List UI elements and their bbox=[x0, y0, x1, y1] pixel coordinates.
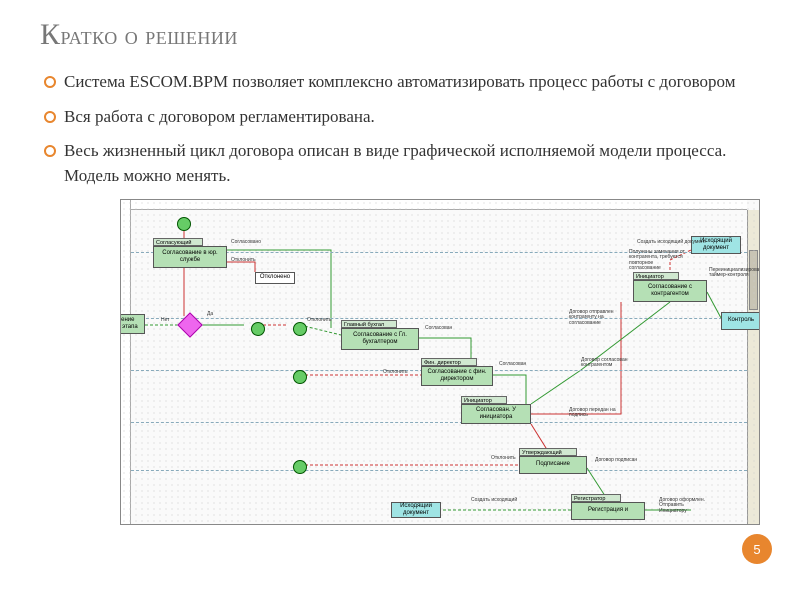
process-node: Регистрация и bbox=[571, 502, 645, 520]
edge-label: Отклонить bbox=[307, 318, 332, 324]
connector-node bbox=[293, 460, 307, 474]
role-header: Инициатор bbox=[633, 272, 679, 280]
swimlane-divider bbox=[131, 422, 747, 423]
process-node: Согласование в юр. службе bbox=[153, 246, 227, 268]
process-node: Контроль bbox=[721, 312, 760, 330]
swimlane-divider bbox=[131, 470, 747, 471]
process-node: Отклонено bbox=[255, 272, 295, 284]
edge-label: Договор оформлен. Отправить Инициатору bbox=[659, 498, 709, 515]
edge-label: Получены замечания от контрагента, требу… bbox=[629, 250, 685, 272]
process-node: Согласование с фин. директором bbox=[421, 366, 493, 386]
role-header: Главный бухгал bbox=[341, 320, 397, 328]
edge-label: Отклонить bbox=[231, 258, 256, 264]
bullet-item: Система ESCOM.BPM позволяет комплексно а… bbox=[40, 70, 760, 95]
process-node: исполнение сующий этапа bbox=[120, 314, 145, 334]
page-number: 5 bbox=[753, 542, 760, 557]
connector-node bbox=[251, 322, 265, 336]
role-header: Утверждающий bbox=[519, 448, 577, 456]
edge-label: Отклонить bbox=[383, 370, 408, 376]
role-header: Фин. директор bbox=[421, 358, 477, 366]
edge-label: Создать исходящий bbox=[471, 498, 517, 504]
edge-label: Переинициализировать таймер-контроля bbox=[709, 268, 759, 279]
edge-label: Создать исходящий документ bbox=[637, 240, 706, 246]
role-header: Инициатор bbox=[461, 396, 507, 404]
title-cap: К bbox=[40, 18, 61, 51]
slide: Кратко о решении Система ESCOM.BPM позво… bbox=[0, 0, 800, 600]
edge-label: Согласован bbox=[425, 326, 452, 332]
edge-label: Да bbox=[207, 312, 213, 318]
bullet-list: Система ESCOM.BPM позволяет комплексно а… bbox=[40, 70, 760, 189]
edge-label: Согласован bbox=[499, 362, 526, 368]
decision-node bbox=[177, 312, 202, 337]
swimlane-divider bbox=[131, 318, 747, 319]
role-header: Согласующий bbox=[153, 238, 203, 246]
process-node: Согласование с Гл. бухгалтером bbox=[341, 328, 419, 350]
connector-node bbox=[293, 322, 307, 336]
process-node: Подписание bbox=[519, 456, 587, 474]
edge-label: Договор передан на подпись bbox=[569, 408, 619, 419]
role-header: Регистратор bbox=[571, 494, 621, 502]
edge-label: Согласовано bbox=[231, 240, 261, 246]
connector-node bbox=[177, 217, 191, 231]
edge-label: Договор согласован контрагентом bbox=[581, 358, 637, 369]
edge-label: Договор подписан bbox=[595, 458, 637, 464]
process-node: Согласование с контрагентом bbox=[633, 280, 707, 302]
edge-label: Отклонить bbox=[491, 456, 516, 462]
process-diagram: Согласующий Главный бухгал Фин. директор Ин… bbox=[120, 199, 760, 525]
process-node: Согласован. У инициатора bbox=[461, 404, 531, 424]
edge-label: Нет bbox=[161, 318, 170, 324]
edge-label: Договор отправлен контрагенту на согласо… bbox=[569, 310, 629, 327]
process-node: Исходящий документ bbox=[391, 502, 441, 518]
bullet-item: Весь жизненный цикл договора описан в ви… bbox=[40, 139, 760, 188]
slide-title: Кратко о решении bbox=[40, 18, 760, 52]
bullet-item: Вся работа с договором регламентирована. bbox=[40, 105, 760, 130]
diagram-canvas: Согласующий Главный бухгал Фин. директор Ин… bbox=[131, 210, 747, 524]
title-rest: ратко о решении bbox=[61, 21, 238, 50]
connector-node bbox=[293, 370, 307, 384]
page-number-badge: 5 bbox=[742, 534, 772, 564]
